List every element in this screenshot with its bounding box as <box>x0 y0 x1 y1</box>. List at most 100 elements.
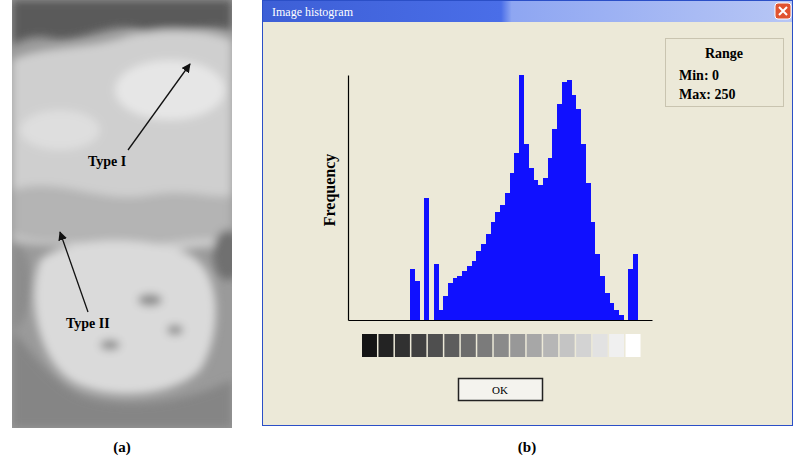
tissue-spot <box>100 340 120 350</box>
bar <box>562 82 567 320</box>
ok-label[interactable]: OK <box>492 384 508 396</box>
bar <box>457 276 462 320</box>
bar <box>467 266 472 320</box>
annotation-arrow <box>60 232 88 312</box>
close-icon[interactable] <box>779 7 787 15</box>
tissue-spot <box>138 294 162 306</box>
gray-swatch <box>461 334 476 357</box>
bar <box>581 144 586 320</box>
bar <box>557 104 562 320</box>
bar <box>453 278 458 320</box>
tissue-spot <box>213 230 232 280</box>
bar <box>476 251 481 320</box>
x-axis-line <box>349 320 653 321</box>
bar <box>548 158 553 320</box>
bar <box>586 183 591 320</box>
tissue-region <box>12 330 232 428</box>
bar <box>514 153 519 320</box>
bar <box>443 296 448 321</box>
tissue-region <box>34 241 216 394</box>
bar <box>519 75 524 320</box>
bar <box>434 264 439 320</box>
bar <box>529 168 534 320</box>
bar <box>576 109 581 320</box>
bar <box>614 310 619 320</box>
gray-swatch <box>395 334 410 357</box>
gray-swatch <box>543 334 558 357</box>
bar <box>605 293 610 320</box>
bar <box>552 129 557 320</box>
gray-swatch <box>593 334 608 357</box>
dialog: Image histogram <box>263 1 793 426</box>
tissue-spot <box>20 110 100 150</box>
range-line: Max: 250 <box>679 87 735 102</box>
gray-swatch <box>576 334 591 357</box>
bar <box>472 261 477 320</box>
tissue-spot <box>115 60 225 120</box>
bar <box>415 281 420 320</box>
gray-swatch <box>510 334 525 357</box>
gray-swatch <box>494 334 509 357</box>
ok-button[interactable]: OK <box>459 379 543 401</box>
bar <box>609 303 614 320</box>
gray-swatch <box>527 334 542 357</box>
bar <box>486 234 491 320</box>
tissue-region <box>12 240 32 330</box>
grayscale-strip <box>362 334 641 357</box>
y-axis <box>348 76 349 321</box>
panel-letter: (b) <box>518 439 536 456</box>
title-bar <box>263 1 792 22</box>
bar <box>500 205 505 320</box>
bar <box>590 222 595 320</box>
tissue <box>12 0 232 428</box>
ok-button-face[interactable] <box>459 379 543 401</box>
range-box: Range Min: 0 Max: 250 <box>666 39 784 107</box>
bar <box>595 254 600 320</box>
bar <box>448 283 453 320</box>
dialog-body <box>263 1 793 426</box>
annotation: Type I <box>88 154 126 169</box>
range-frame <box>666 39 784 107</box>
bar <box>628 269 633 320</box>
range-heading: Range <box>705 46 743 61</box>
bar <box>571 95 576 320</box>
range-line: Min: 0 <box>679 68 719 83</box>
bar <box>491 222 496 320</box>
gray-swatch <box>609 334 624 357</box>
panel-letter: (a) <box>113 439 131 456</box>
window-title: Image histogram <box>272 5 354 19</box>
tissue-region <box>12 186 232 246</box>
annotation: Type II <box>66 316 110 331</box>
tissue-region <box>12 30 232 253</box>
bar <box>619 315 624 320</box>
annotation-arrow <box>128 64 190 150</box>
close-button[interactable] <box>775 3 791 19</box>
bar <box>495 212 500 320</box>
gray-swatch <box>428 334 443 357</box>
photo <box>12 0 232 428</box>
gray-swatch <box>444 334 459 357</box>
close-button-face[interactable] <box>775 3 791 19</box>
bar <box>481 244 486 320</box>
x-axis <box>349 320 653 321</box>
bar <box>424 198 429 321</box>
bar <box>524 144 529 320</box>
gray-swatch <box>560 334 575 357</box>
bar <box>505 193 510 320</box>
bar <box>543 178 548 320</box>
bar <box>410 269 415 320</box>
gray-swatch <box>362 334 377 357</box>
bar <box>633 254 638 320</box>
gray-swatch <box>626 334 641 357</box>
y-axis-line <box>348 76 349 321</box>
bar <box>567 80 572 320</box>
bar <box>533 180 538 320</box>
bar <box>438 310 443 320</box>
gray-swatch <box>411 334 426 357</box>
bar <box>462 271 467 320</box>
tissue-spot <box>167 325 183 335</box>
photo-ground <box>12 0 232 428</box>
gray-swatch <box>477 334 492 357</box>
gray-swatch <box>378 334 393 357</box>
bars <box>410 75 638 320</box>
